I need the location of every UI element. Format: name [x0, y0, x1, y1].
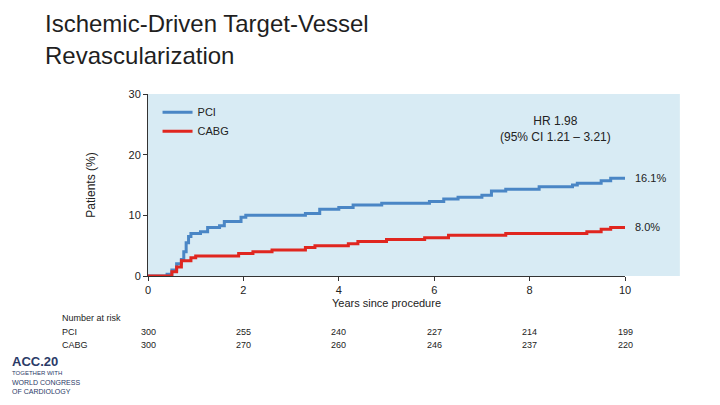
svg-text:2: 2: [240, 284, 246, 296]
svg-text:4: 4: [336, 284, 342, 296]
svg-text:PCI: PCI: [198, 106, 216, 118]
svg-text:255: 255: [236, 327, 251, 337]
svg-text:0: 0: [145, 284, 151, 296]
svg-text:Ischemic-Driven Target-VesselR: Ischemic-Driven Target-VesselRevasculari…: [45, 10, 369, 68]
svg-text:8.0%: 8.0%: [635, 221, 660, 233]
svg-text:300: 300: [141, 327, 156, 337]
svg-text:300: 300: [141, 340, 156, 350]
svg-text:246: 246: [427, 340, 442, 350]
svg-text:6: 6: [431, 284, 437, 296]
svg-text:10: 10: [619, 284, 631, 296]
svg-text:10: 10: [129, 209, 141, 221]
svg-text:199: 199: [618, 327, 633, 337]
svg-text:TOGETHER WITH: TOGETHER WITH: [12, 370, 62, 376]
svg-text:227: 227: [427, 327, 442, 337]
svg-text:0: 0: [135, 270, 141, 282]
svg-text:8: 8: [527, 284, 533, 296]
svg-text:HR 1.98(95% CI 1.21 – 3.21): HR 1.98(95% CI 1.21 – 3.21): [500, 114, 611, 144]
svg-text:240: 240: [331, 327, 346, 337]
svg-text:Years since procedure: Years since procedure: [332, 297, 441, 309]
svg-text:30: 30: [129, 88, 141, 100]
svg-text:CABG: CABG: [62, 340, 88, 350]
svg-text:CABG: CABG: [198, 125, 229, 137]
svg-text:16.1%: 16.1%: [635, 172, 666, 184]
svg-text:270: 270: [236, 340, 251, 350]
svg-text:220: 220: [618, 340, 633, 350]
svg-text:214: 214: [522, 327, 537, 337]
svg-text:Patients (%): Patients (%): [84, 152, 98, 217]
svg-text:PCI: PCI: [62, 327, 77, 337]
svg-text:ACC.20: ACC.20: [12, 354, 58, 369]
svg-text:237: 237: [522, 340, 537, 350]
svg-text:260: 260: [331, 340, 346, 350]
svg-text:Number at risk: Number at risk: [62, 313, 121, 323]
svg-text:WORLD CONGRESS: WORLD CONGRESS: [12, 379, 80, 386]
svg-text:20: 20: [129, 149, 141, 161]
svg-text:OF CARDIOLOGY: OF CARDIOLOGY: [12, 388, 71, 395]
